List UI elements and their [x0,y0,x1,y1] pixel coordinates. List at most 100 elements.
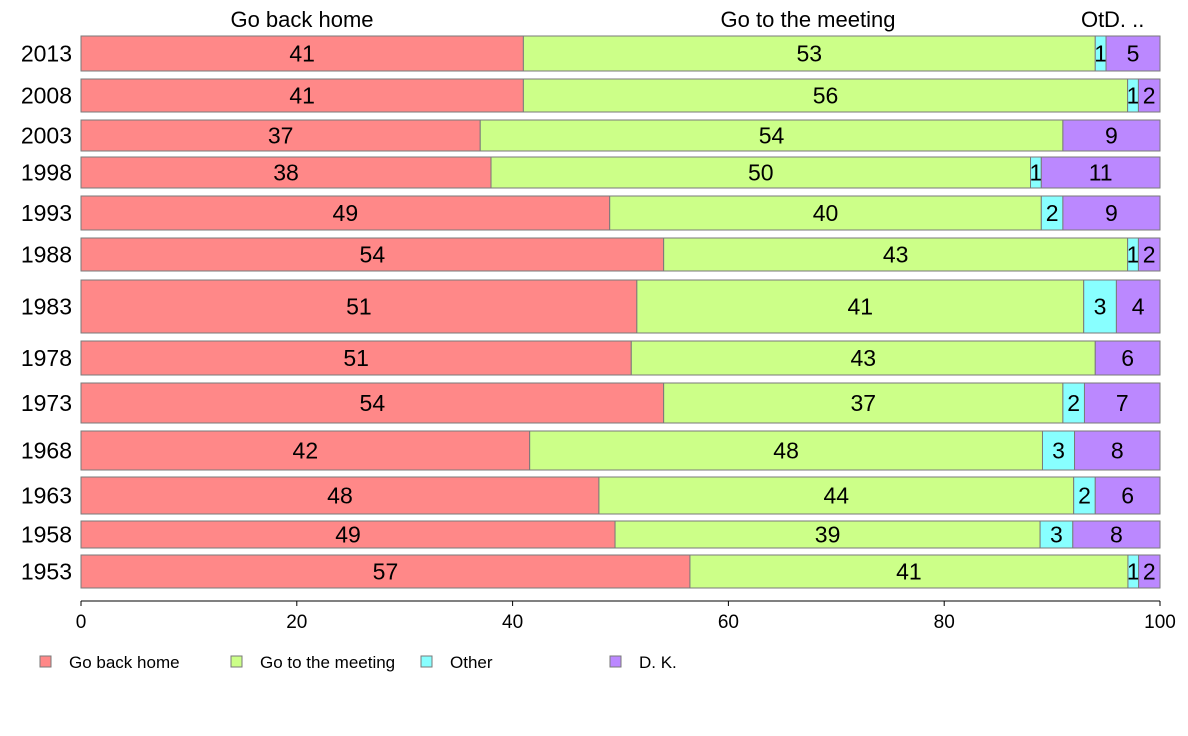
value-label-go-back-home-1973: 54 [360,390,386,416]
value-label-go-back-home-2003: 37 [268,123,294,149]
bar-d-k-1983 [1115,279,1161,334]
year-label-2013: 2013 [21,41,72,67]
value-label-d-k-1973: 7 [1116,390,1129,416]
legend-label-other: Other [450,653,493,672]
year-label-1963: 1963 [21,483,72,509]
value-label-go-back-home-1968: 42 [293,438,319,464]
bar-go-back-home-1983 [80,279,638,334]
value-label-go-back-home-1983: 51 [346,294,372,320]
bar-go-back-home-1953 [80,554,691,589]
bar-go-to-the-meeting-1983 [636,279,1085,334]
value-label-go-to-the-meeting-2013: 53 [797,41,823,67]
year-label-2008: 2008 [21,83,72,109]
year-label-1983: 1983 [21,294,72,320]
bar-go-back-home-2008 [80,78,524,113]
value-label-go-back-home-1988: 54 [360,242,386,268]
bar-d-k-1988 [1137,237,1161,272]
value-label-go-to-the-meeting-1988: 43 [883,242,909,268]
year-label-1988: 1988 [21,242,72,268]
x-tick-label-80: 80 [934,612,955,633]
value-label-d-k-2003: 9 [1105,123,1118,149]
legend-swatch-go-to-the-meeting [230,655,243,668]
bar-go-to-the-meeting-1963 [598,476,1075,515]
x-axis: 0 20 40 60 80 100 [76,600,1176,633]
value-label-d-k-2008: 2 [1143,83,1156,109]
value-label-other-1958: 3 [1050,522,1063,548]
value-label-d-k-1963: 6 [1121,483,1134,509]
column-header-other: Ot. [1081,7,1110,32]
bar-go-to-the-meeting-2013 [522,35,1096,72]
legend-swatch-d-k [609,655,622,668]
column-header-go-to-meeting: Go to the meeting [721,7,896,32]
bar-go-to-the-meeting-1988 [663,237,1129,272]
value-label-go-to-the-meeting-1998: 50 [748,160,774,186]
bar-go-to-the-meeting-1978 [630,340,1096,376]
year-label-1973: 1973 [21,390,72,416]
value-label-d-k-1968: 8 [1111,438,1124,464]
bar-go-to-the-meeting-1998 [490,156,1032,189]
bar-d-k-1953 [1138,554,1161,589]
value-label-d-k-1998: 11 [1089,160,1113,186]
bar-go-to-the-meeting-2008 [522,78,1129,113]
bar-d-k-2008 [1137,78,1161,113]
value-label-other-1983: 3 [1094,294,1107,320]
value-label-go-back-home-2013: 41 [289,41,315,67]
value-label-go-to-the-meeting-1978: 43 [850,345,876,371]
bar-d-k-1993 [1062,195,1161,231]
year-label-1953: 1953 [21,559,72,585]
column-header-go-back-home: Go back home [230,7,373,32]
year-label-1998: 1998 [21,160,72,186]
value-label-other-1973: 2 [1067,390,1080,416]
value-label-go-back-home-2008: 41 [289,83,315,109]
value-label-other-1988: 1 [1127,242,1140,268]
bar-d-k-1998 [1040,156,1161,189]
value-label-go-back-home-1953: 57 [373,559,399,585]
column-header-dk: D. .. [1104,7,1144,32]
x-tick-label-60: 60 [718,612,739,633]
bar-go-back-home-1993 [80,195,611,231]
legend: Go back home Go to the meeting Other D. K. [39,653,677,672]
value-label-other-1968: 3 [1052,438,1065,464]
bar-d-k-1968 [1074,430,1161,471]
legend-label-go-to-the-meeting: Go to the meeting [260,653,395,672]
value-label-go-back-home-1993: 49 [333,200,359,226]
x-tick-label-0: 0 [76,612,87,633]
value-label-d-k-1993: 9 [1105,200,1118,226]
value-label-other-1953: 1 [1127,559,1140,585]
value-label-go-back-home-1963: 48 [327,483,353,509]
x-tick-label-100: 100 [1144,612,1176,633]
bar-go-back-home-2003 [80,119,481,152]
legend-label-go-back-home: Go back home [69,653,180,672]
value-label-d-k-1953: 2 [1143,559,1156,585]
bar-go-to-the-meeting-1973 [663,382,1064,424]
bar-go-back-home-1988 [80,237,665,272]
year-label-1958: 1958 [21,522,72,548]
bar-go-back-home-1973 [80,382,665,424]
bar-d-k-1973 [1083,382,1161,424]
year-label-1978: 1978 [21,345,72,371]
legend-swatch-other [420,655,433,668]
value-label-go-to-the-meeting-1963: 44 [824,483,850,509]
bar-d-k-1963 [1094,476,1161,515]
value-label-go-to-the-meeting-1993: 40 [813,200,839,226]
value-label-d-k-1958: 8 [1110,522,1123,548]
value-label-other-2008: 1 [1127,83,1140,109]
bar-other-1968 [1041,430,1076,471]
value-label-go-back-home-1958: 49 [335,522,361,548]
value-label-go-back-home-1998: 38 [273,160,299,186]
value-label-d-k-1978: 6 [1121,345,1134,371]
bar-d-k-2003 [1062,119,1161,152]
value-label-d-k-2013: 5 [1127,41,1140,67]
value-label-go-to-the-meeting-2008: 56 [813,83,839,109]
value-label-go-back-home-1978: 51 [343,345,369,371]
bar-go-back-home-1978 [80,340,632,376]
year-label-1968: 1968 [21,438,72,464]
bar-go-to-the-meeting-1993 [609,195,1042,231]
value-label-other-1963: 2 [1078,483,1091,509]
legend-swatch-go-back-home [39,655,52,668]
value-label-go-to-the-meeting-1983: 41 [847,294,873,320]
bar-other-1958 [1039,520,1074,549]
value-label-go-to-the-meeting-1973: 37 [850,390,876,416]
bar-go-back-home-1958 [80,520,616,549]
